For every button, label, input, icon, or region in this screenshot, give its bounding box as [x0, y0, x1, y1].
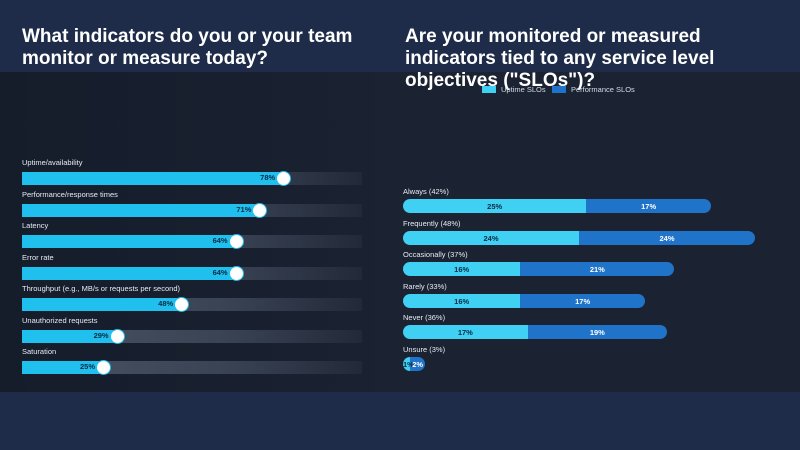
left-chart-title: What indicators do you or your team moni… [22, 26, 353, 69]
slo-category-label: Frequently (48%) [403, 218, 461, 228]
indicator-row: Uptime/availability 78% [22, 158, 362, 188]
indicator-label: Error rate [22, 252, 54, 262]
uptime-slo-segment [403, 199, 587, 213]
slo-category-label: Rarely (33%) [403, 281, 447, 291]
indicator-bar [22, 172, 288, 185]
slo-category-label: Occasionally (37%) [403, 250, 468, 259]
indicator-knob [175, 298, 189, 311]
uptime-slo-value-label: 24% [483, 233, 499, 243]
indicator-label: Unauthorized requests [22, 315, 98, 325]
performance-slo-value-label: 2% [412, 359, 424, 369]
indicator-value-label: 71% [236, 204, 252, 214]
legend-item-uptime: Uptime SLOs [482, 85, 546, 94]
uptime-slo-segment [403, 262, 521, 276]
uptime-slo-value-label: 16% [454, 296, 470, 306]
performance-slo-segment [586, 199, 711, 213]
performance-slo-value-label: 21% [589, 265, 605, 274]
performance-slo-value-label: 19% [589, 328, 605, 337]
legend-label-uptime: Uptime SLOs [501, 85, 546, 94]
indicator-label: Uptime/availability [22, 158, 83, 167]
indicator-bar [22, 329, 121, 343]
indicator-knob [229, 235, 243, 248]
legend-label-performance: Performance SLOs [571, 85, 635, 94]
indicator-knob [110, 329, 124, 343]
slo-bar [403, 325, 667, 339]
indicator-value-label: 29% [93, 330, 109, 340]
performance-slo-value-label: 17% [641, 202, 657, 211]
slo-category-label: Never (36%) [403, 313, 446, 322]
slo-bar [403, 356, 425, 371]
slo-bar [403, 293, 645, 308]
slo-row: Unsure (3%) 1% 2% [403, 345, 763, 375]
right-chart-title: Are your monitored or measured indicator… [405, 26, 715, 91]
indicator-value-label: 78% [260, 173, 276, 182]
indicator-value-label: 64% [212, 236, 228, 245]
performance-slo-value-label: 17% [575, 296, 591, 306]
indicator-knob [277, 172, 291, 185]
slo-row: Occasionally (37%) 16% 21% [403, 250, 763, 280]
slo-row: Rarely (33%) 16% 17% [403, 282, 763, 312]
indicator-value-label: 48% [158, 299, 174, 308]
indicator-label: Performance/response times [22, 189, 118, 199]
indicator-knob [229, 266, 243, 280]
uptime-slo-value-label: 17% [457, 328, 473, 337]
slo-row: Never (36%) 17% 19% [403, 313, 763, 343]
indicator-row: Error rate 64% [22, 253, 362, 283]
performance-slo-segment [520, 262, 675, 276]
legend-swatch-uptime [482, 86, 496, 93]
indicator-row: Latency 64% [22, 221, 362, 251]
performance-slo-segment [520, 293, 645, 308]
uptime-slo-value-label: 1% [403, 359, 414, 369]
slo-bar [403, 230, 755, 245]
indicator-row: Unauthorized requests 29% [22, 316, 362, 346]
indicator-value-label: 25% [79, 362, 95, 371]
uptime-slo-value-label: 25% [487, 202, 503, 211]
performance-slo-segment [527, 325, 667, 339]
indicator-knob [97, 361, 110, 374]
performance-slo-value-label: 24% [659, 233, 675, 243]
uptime-slo-segment [403, 356, 411, 371]
slo-category-label: Always (42%) [403, 187, 449, 196]
slo-bar [403, 262, 675, 276]
slo-row: Always (42%) 25% 17% [403, 187, 763, 217]
indicator-bar [22, 203, 264, 217]
indicator-bar [22, 298, 186, 311]
slo-category-label: Unsure (3%) [403, 344, 446, 354]
indicator-label: Throughput (e.g., MB/s or requests per s… [22, 284, 180, 293]
indicator-bar [22, 361, 107, 374]
slo-bar [403, 199, 711, 213]
performance-slo-segment [410, 356, 425, 371]
legend-item-performance: Performance SLOs [552, 85, 635, 94]
uptime-slo-value-label: 16% [454, 265, 470, 274]
performance-slo-segment [579, 230, 755, 245]
indicator-bar [22, 235, 240, 248]
indicator-label: Latency [22, 221, 49, 230]
indicator-row: Performance/response times 71% [22, 190, 362, 220]
indicator-label: Saturation [22, 347, 57, 356]
indicator-value-label: 64% [212, 267, 228, 277]
uptime-slo-segment [403, 230, 579, 245]
legend-swatch-performance [552, 86, 566, 93]
uptime-slo-segment [403, 293, 521, 308]
indicator-bar [22, 266, 240, 280]
uptime-slo-segment [403, 325, 528, 339]
indicator-row: Saturation 25% [22, 347, 362, 377]
slo-row: Frequently (48%) 24% 24% [403, 219, 763, 249]
indicator-row: Throughput (e.g., MB/s or requests per s… [22, 284, 362, 314]
indicator-knob [253, 203, 267, 217]
